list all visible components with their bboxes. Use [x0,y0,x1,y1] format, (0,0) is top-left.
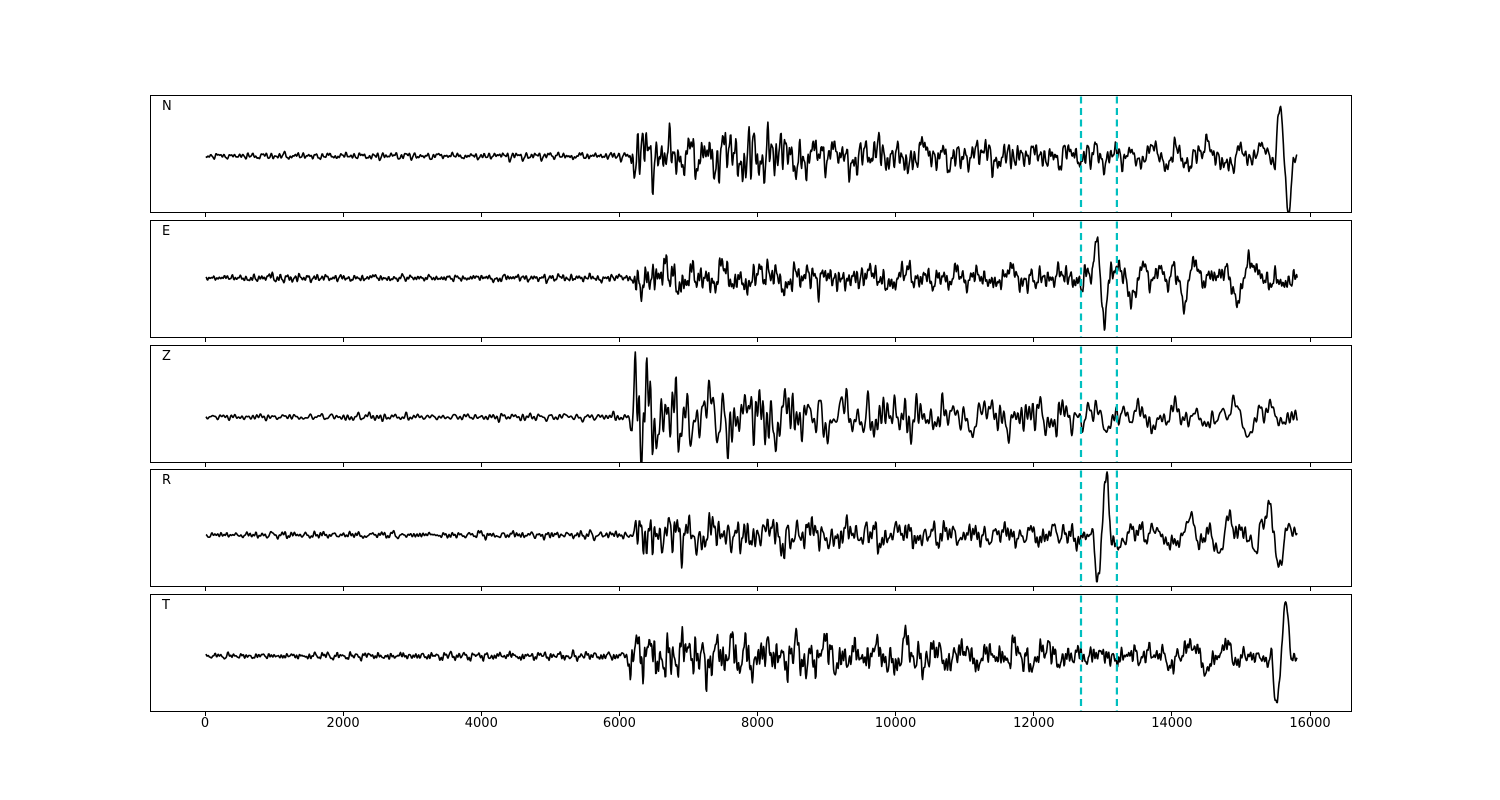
x-tick-label: 14000 [1151,716,1193,731]
axis-tick-mark [204,338,206,342]
axis-tick-mark [342,213,344,217]
axis-tick-mark [1033,213,1035,217]
axis-tick-mark [342,338,344,342]
waveform-r-canvas [205,470,1298,586]
axis-tick-mark [1171,338,1173,342]
panel-r-label: R [162,473,172,488]
axis-tick-mark [618,213,620,217]
x-tick-label: 12000 [1013,716,1055,731]
axis-tick-mark [480,338,482,342]
x-tick-label: 10000 [874,716,917,731]
waveform-trace [205,601,1298,704]
x-tick-label: 8000 [740,716,775,731]
waveform-trace [205,471,1298,583]
waveform-t-canvas [205,595,1298,711]
axis-tick-mark [757,712,758,716]
axis-tick-mark [895,463,897,467]
axis-tick-mark [1033,587,1035,591]
axis-tick-mark [342,712,344,716]
waveform-z-canvas [205,346,1298,462]
axis-tick-mark [1033,338,1035,342]
axis-tick-mark [204,463,206,467]
axis-tick-mark [895,338,897,342]
axis-tick-mark [204,712,206,716]
axis-tick-mark [1309,338,1311,342]
axis-tick-mark [204,213,206,217]
panel-r: R [150,469,1352,587]
waveform-trace [205,351,1298,462]
panel-e-label: E [162,224,171,239]
axis-tick-mark [895,213,897,217]
waveform-trace [205,105,1298,212]
axis-tick-mark [1171,463,1173,467]
panel-e: E [150,220,1352,338]
axis-tick-mark [342,587,344,591]
panel-t: T [150,594,1352,712]
x-tick-label: 2000 [326,716,360,731]
x-tick-label: 0 [200,716,210,731]
axis-tick-mark [1171,712,1173,716]
axis-tick-mark [480,712,482,716]
axis-tick-mark [480,587,482,591]
axis-tick-mark [1309,712,1311,716]
axis-tick-mark [1033,712,1035,716]
axis-tick-mark [480,213,482,217]
axis-tick-mark [895,587,897,591]
axis-tick-mark [618,587,620,591]
axis-tick-mark [204,587,206,591]
axis-tick-mark [1171,587,1173,591]
axis-tick-mark [480,463,482,467]
x-tick-label: 4000 [464,716,498,731]
x-tick-label: 6000 [602,716,636,731]
axis-tick-mark [618,712,620,716]
waveform-trace [205,236,1298,331]
panel-z: Z [150,345,1352,463]
panel-t-label: T [162,598,170,613]
waveform-n-canvas [205,96,1298,212]
axis-tick-mark [757,463,758,467]
axis-tick-mark [757,213,758,217]
axis-tick-mark [618,463,620,467]
axis-tick-mark [1033,463,1035,467]
axis-tick-mark [895,712,897,716]
panel-z-label: Z [162,349,171,364]
axis-tick-mark [1171,213,1173,217]
axis-tick-mark [618,338,620,342]
axis-tick-mark [1309,463,1311,467]
axis-tick-mark [342,463,344,467]
axis-tick-mark [1309,213,1311,217]
panel-n-label: N [162,99,172,114]
axis-tick-mark [757,338,758,342]
waveform-e-canvas [205,221,1298,337]
axis-tick-mark [757,587,758,591]
panel-n: N [150,95,1352,213]
x-tick-label: 16000 [1289,716,1331,731]
axis-tick-mark [1309,587,1311,591]
